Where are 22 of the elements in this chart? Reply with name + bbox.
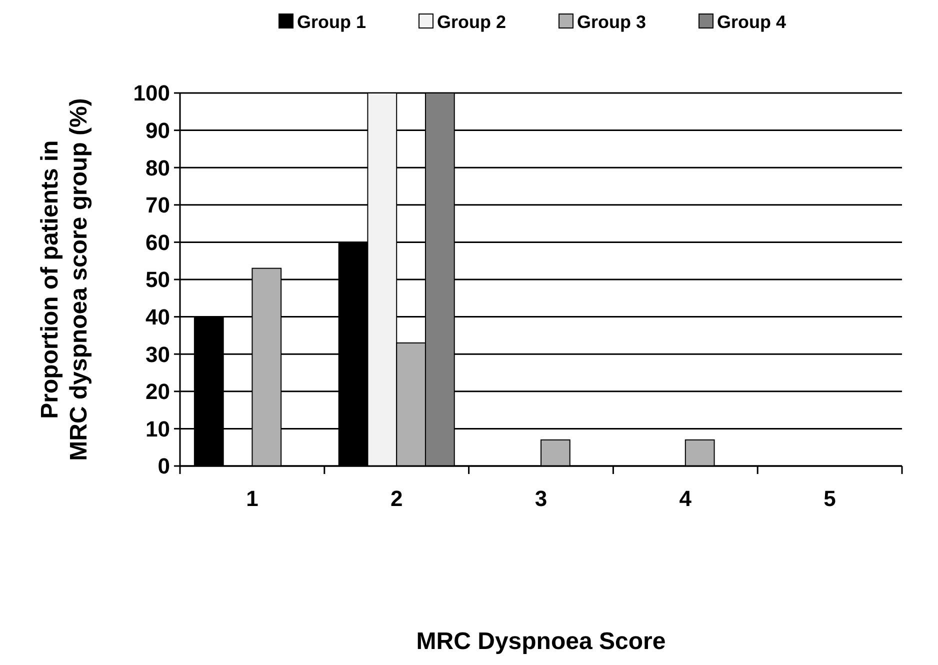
x-axis-title: MRC Dyspnoea Score <box>416 628 666 655</box>
x-tick-label: 4 <box>679 486 692 511</box>
x-tick-label: 5 <box>824 486 836 511</box>
y-tick-label: 50 <box>146 267 170 292</box>
y-tick-label: 20 <box>146 379 170 404</box>
legend-label: Group 4 <box>717 12 786 32</box>
y-tick-label: 90 <box>146 118 170 143</box>
y-tick-label: 0 <box>158 454 170 479</box>
y-tick-label: 40 <box>146 304 170 330</box>
y-axis-title: Proportion of patients in MRC dyspnoea score group (%) <box>36 98 92 461</box>
x-tick-label: 2 <box>390 486 403 511</box>
legend-label: Group 1 <box>297 12 366 32</box>
x-tick-label: 1 <box>246 486 258 511</box>
y-tick-label: 10 <box>146 416 170 442</box>
legend-label: Group 2 <box>437 12 506 32</box>
y-tick-label: 60 <box>146 230 170 255</box>
y-tick-label: 80 <box>146 155 170 180</box>
y-tick-label: 100 <box>133 80 170 106</box>
y-tick-label: 30 <box>146 342 170 367</box>
y-tick-label: 70 <box>146 192 170 218</box>
legend-label: Group 3 <box>577 12 646 32</box>
x-tick-label: 3 <box>534 486 548 511</box>
